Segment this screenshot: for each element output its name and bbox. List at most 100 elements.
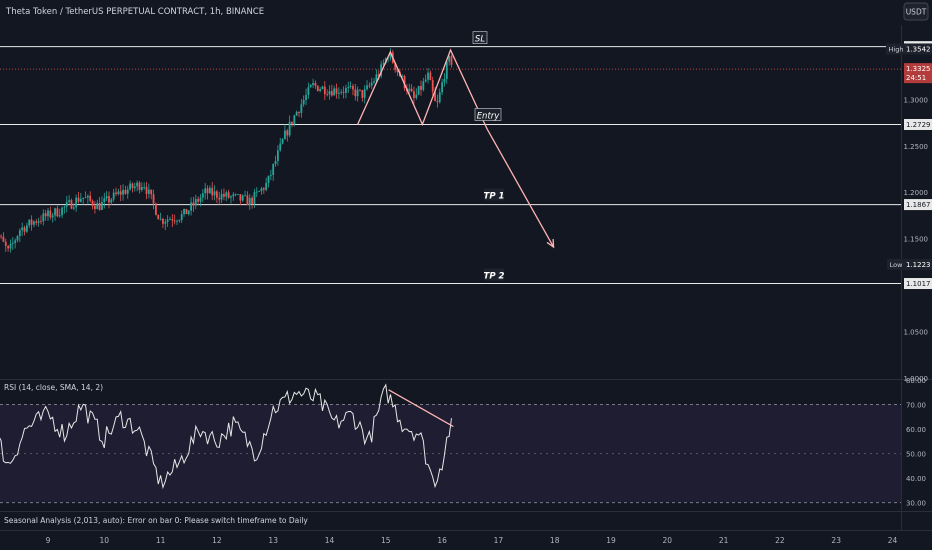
candle-body (208, 187, 211, 194)
candle-body (204, 188, 207, 194)
candle-body (309, 85, 312, 88)
candle-body (227, 192, 230, 198)
candlestick-series (0, 48, 453, 253)
candle-body (389, 52, 392, 59)
candle-body (162, 218, 164, 224)
candle-body (35, 221, 38, 223)
entry-label[interactable]: Entry (474, 108, 502, 121)
candle-body (171, 219, 174, 221)
candle-body (401, 76, 404, 77)
rsi-tick-label: 30.00 (906, 500, 926, 508)
candle-body (352, 85, 354, 90)
candle-body (42, 213, 45, 222)
candle-body (281, 139, 284, 144)
candle-body (14, 240, 17, 244)
candle-body (420, 86, 422, 90)
candle-body (131, 183, 134, 189)
rsi-title: RSI (14, close, SMA, 14, 2) (4, 383, 103, 392)
candle-body (145, 186, 148, 194)
rsi-axis[interactable]: 80.00 70.00 60.00 50.00 40.00 30.00 (906, 377, 926, 508)
candle-body (180, 214, 183, 220)
candle-body (152, 194, 155, 204)
candle-body (218, 197, 221, 200)
currency-button[interactable]: USDT (903, 2, 929, 21)
level-tag-value: 1.1867 (906, 201, 931, 209)
candle-body (216, 191, 218, 198)
candle-body (119, 191, 122, 195)
rsi-divergence-line[interactable] (388, 389, 454, 428)
candle-body (91, 200, 94, 206)
candle-body (176, 220, 178, 222)
time-axis[interactable]: 9 10 11 12 13 14 15 16 17 18 19 20 21 22 23 24 (46, 536, 898, 545)
candle-body (0, 235, 2, 237)
candle-body (288, 121, 291, 136)
double-top-pattern-line[interactable] (357, 48, 488, 130)
candle-body (138, 182, 141, 190)
candle-body (159, 218, 162, 220)
candle-body (115, 192, 117, 195)
candle-body (108, 196, 110, 203)
candle-body (394, 62, 397, 70)
time-tick-label: 12 (212, 536, 222, 545)
level-tag-box (904, 199, 932, 211)
candle-body (56, 208, 59, 217)
candle-body (359, 89, 361, 91)
time-tick-label: 17 (494, 536, 504, 545)
candle-body (68, 200, 71, 202)
tp1-label[interactable]: TP 1 (484, 188, 505, 202)
candle-body (363, 89, 366, 98)
candle-body (286, 130, 289, 136)
candle-body (251, 197, 253, 205)
candle-body (40, 221, 42, 222)
candle-body (49, 210, 52, 218)
candle-body (9, 244, 12, 249)
candle-body (291, 121, 293, 125)
candle-body (438, 92, 441, 103)
low-label: Low (890, 261, 903, 269)
time-tick-label: 9 (46, 536, 51, 545)
candle-body (82, 197, 85, 199)
candle-body (136, 182, 139, 187)
candle-body (178, 219, 181, 221)
candle-body (23, 227, 26, 232)
tp2-label[interactable]: TP 2 (484, 268, 505, 282)
candle-body (194, 199, 197, 206)
candle-body (140, 187, 143, 190)
candle-body (333, 88, 336, 96)
candle-body (63, 206, 66, 208)
candle-body (422, 81, 425, 90)
candle-body (441, 82, 443, 93)
rsi-tick-label: 80.00 (906, 377, 926, 385)
projection-arrow-line[interactable] (486, 128, 555, 248)
candle-body (284, 130, 286, 140)
candle-body (201, 193, 204, 198)
price-axis[interactable]: 1.3000 1.2500 1.2000 1.1500 1.0500 1.0000 (904, 96, 929, 383)
candle-body (427, 72, 429, 80)
candle-body (377, 74, 380, 77)
candle-body (230, 196, 232, 198)
candle-body (225, 192, 228, 197)
candle-body (340, 92, 343, 93)
candle-body (164, 221, 167, 224)
rsi-tick-label: 50.00 (906, 451, 926, 459)
candle-body (347, 86, 350, 89)
candle-body (417, 86, 420, 95)
candle-body (101, 202, 103, 210)
candle-body (328, 91, 331, 95)
sl-label[interactable]: SL (472, 31, 488, 45)
candle-body (25, 225, 28, 232)
candle-body (117, 191, 120, 195)
candle-body (211, 187, 214, 196)
candle-body (51, 215, 54, 218)
candle-body (169, 219, 171, 221)
candle-body (239, 194, 242, 201)
price-tick-label: 1.1500 (904, 236, 929, 244)
candle-body (342, 92, 345, 93)
candle-body (147, 189, 150, 194)
candle-body (253, 192, 256, 205)
level-tag-value: 1.2729 (906, 121, 931, 129)
candle-body (262, 188, 265, 190)
candle-body (424, 79, 427, 82)
candle-body (124, 189, 127, 194)
